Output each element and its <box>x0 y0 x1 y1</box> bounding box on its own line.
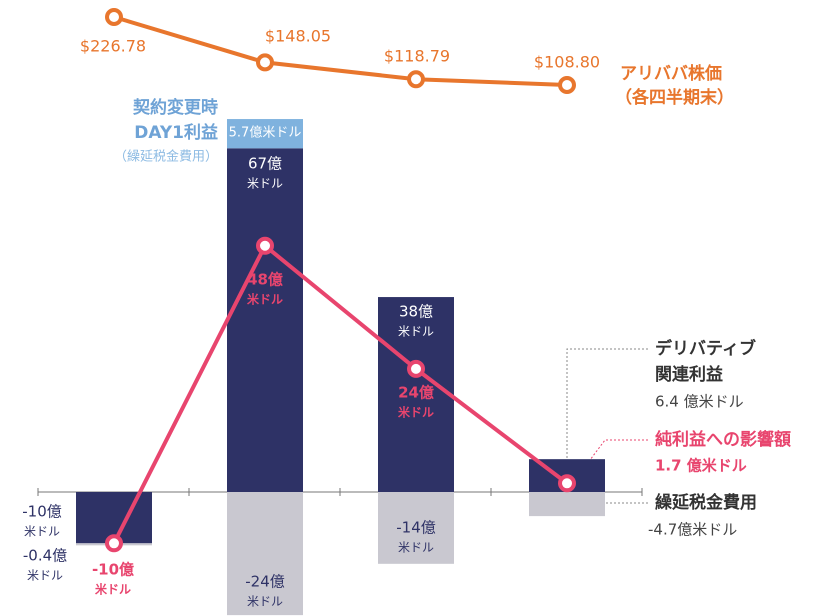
unit-label: 米ドル <box>398 405 434 420</box>
bar <box>529 492 605 517</box>
legend-label: （各四半期末） <box>615 87 734 108</box>
bar <box>378 492 454 564</box>
value-label: 5.7億米ドル <box>229 125 302 141</box>
value-label: $118.79 <box>384 47 450 66</box>
legend-label: 純利益への影響額 <box>655 429 791 450</box>
point <box>256 236 274 255</box>
unit-label: 米ドル <box>95 582 131 597</box>
point <box>558 76 576 94</box>
line <box>112 242 569 545</box>
point <box>105 534 123 553</box>
value-label: 48億 <box>247 271 283 289</box>
value-label: 38億 <box>399 303 433 321</box>
point <box>105 8 123 26</box>
point <box>256 53 274 72</box>
unit-label: 米ドル <box>247 292 283 307</box>
legend-label: 関連利益 <box>655 364 723 385</box>
value-label: -4.7億米ドル <box>648 521 737 539</box>
value-label: 67億 <box>248 155 282 173</box>
axis-ticks <box>37 488 643 496</box>
legend-note: （繰延税金費用） <box>114 149 218 165</box>
value-label: 6.4 億米ドル <box>655 393 744 411</box>
value-label: 24億 <box>398 384 434 402</box>
value-label: $148.05 <box>265 27 331 46</box>
value-label: 1.7 億米ドル <box>655 457 747 475</box>
value-label: -24億 <box>245 573 285 591</box>
value-label: -10億 <box>92 561 134 579</box>
value-label: -14億 <box>396 519 436 537</box>
legend-label: 契約変更時 <box>132 97 218 118</box>
legend-label: デリバティブ <box>655 338 756 359</box>
legend-label: DAY1利益 <box>134 122 218 143</box>
legend-label: アリババ株価 <box>620 63 722 84</box>
unit-label: 米ドル <box>398 325 434 339</box>
point <box>407 359 425 378</box>
point <box>407 70 425 89</box>
bar <box>378 297 454 492</box>
legend-label: 繰延税金費用 <box>655 492 757 513</box>
bar <box>227 492 303 616</box>
unit-label: 米ドル <box>24 525 60 539</box>
value-label: $226.78 <box>80 37 146 56</box>
line <box>113 15 568 87</box>
unit-label: 米ドル <box>247 177 283 191</box>
point <box>558 474 576 493</box>
value-label: -10億 <box>22 503 62 521</box>
unit-label: 米ドル <box>398 541 434 555</box>
bar <box>227 119 303 149</box>
bar <box>227 148 303 493</box>
unit-label: 米ドル <box>27 569 63 583</box>
unit-label: 米ドル <box>247 595 283 609</box>
value-label: $108.80 <box>534 53 600 72</box>
value-label: -0.4億 <box>23 547 67 565</box>
